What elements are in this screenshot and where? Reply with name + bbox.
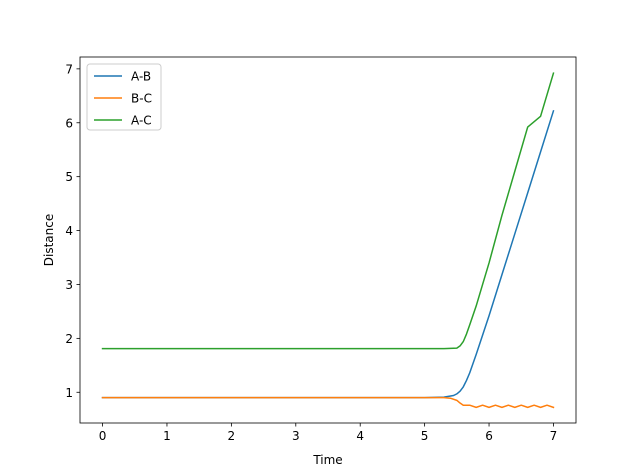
y-tick-label: 3	[65, 278, 73, 292]
series-line-2	[101, 396, 555, 409]
legend-items: A-B B-C A-C	[94, 70, 152, 128]
series-layer	[101, 72, 555, 409]
x-tick-label: 3	[292, 429, 300, 443]
x-axis-label: Time	[312, 453, 342, 467]
y-tick-label: 1	[65, 386, 73, 400]
x-tick-label: 2	[228, 429, 236, 443]
x-tick-label: 6	[485, 429, 493, 443]
y-axis-ticks: 1 2 3 4 5 6 7	[65, 62, 80, 400]
legend-label-3: A-C	[131, 114, 152, 128]
x-tick-label: 7	[550, 429, 558, 443]
y-tick-label: 2	[65, 332, 73, 346]
y-axis-label: Distance	[42, 214, 56, 266]
legend-label-1: A-B	[131, 70, 151, 84]
legend-label-2: B-C	[131, 92, 152, 106]
plot-frame	[79, 56, 577, 424]
y-tick-label: 4	[65, 224, 73, 238]
y-tick-label: 5	[65, 170, 73, 184]
y-tick-label: 6	[65, 116, 73, 130]
x-tick-label: 4	[356, 429, 364, 443]
legend-frame	[86, 63, 162, 131]
series-line-3	[101, 72, 555, 350]
x-tick-label: 5	[421, 429, 429, 443]
x-tick-label: 0	[99, 429, 107, 443]
legend: A-B B-C A-C	[86, 63, 162, 131]
x-tick-label: 1	[163, 429, 171, 443]
y-tick-label: 7	[65, 62, 73, 76]
x-axis-ticks: 0 1 2 3 4 5 6 7	[99, 423, 558, 443]
plot-area	[80, 57, 576, 423]
